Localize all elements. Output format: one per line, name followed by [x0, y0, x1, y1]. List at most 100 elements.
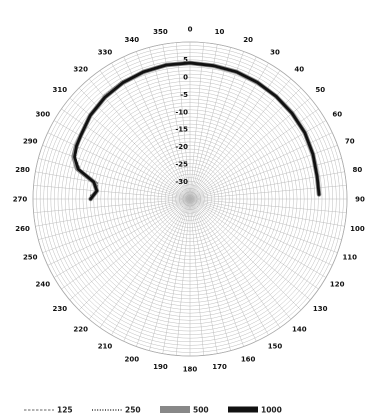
- grid-spoke: [61, 198, 191, 290]
- angle-label: 210: [98, 343, 113, 351]
- angle-label: 40: [294, 65, 304, 73]
- angle-label: 270: [13, 196, 28, 204]
- grid-spoke: [189, 62, 269, 200]
- grid-spoke: [42, 198, 191, 253]
- angle-label: 290: [23, 137, 38, 145]
- angle-label: 220: [73, 326, 88, 334]
- grid-spoke: [189, 198, 311, 301]
- grid-spoke: [99, 198, 191, 328]
- grid-spoke: [123, 56, 191, 200]
- grid-spoke: [189, 198, 345, 227]
- grid-spoke: [33, 185, 191, 200]
- angle-label: 180: [183, 366, 198, 374]
- polar-grid: [32, 41, 348, 357]
- radial-tick-labels: 5 0 -5 -10 -15 -20 -25 -30: [175, 56, 188, 186]
- grid-spoke: [111, 198, 191, 336]
- grid-spoke: [35, 171, 191, 200]
- grid-spoke: [88, 198, 191, 320]
- grid-spoke: [47, 132, 191, 200]
- grid-spoke: [189, 198, 302, 311]
- angle-label: 250: [23, 254, 38, 262]
- grid-spoke: [78, 198, 191, 311]
- grid-spoke: [189, 47, 231, 200]
- angle-label: 260: [15, 225, 30, 233]
- grid-spoke: [149, 47, 191, 200]
- grid-spoke: [189, 198, 327, 278]
- grid-spoke: [189, 97, 311, 200]
- angle-label: 340: [125, 36, 140, 44]
- radial-tick-label: -25: [175, 161, 188, 169]
- grid-spoke: [189, 87, 302, 200]
- grid-spoke: [189, 70, 281, 200]
- grid-spoke: [123, 198, 191, 342]
- legend-swatch-1000: [228, 406, 258, 413]
- angle-label: 100: [350, 225, 365, 233]
- grid-spoke: [69, 198, 191, 301]
- grid-spoke: [189, 42, 204, 200]
- grid-spoke: [189, 198, 269, 336]
- angle-label: 300: [35, 111, 50, 119]
- grid-spoke: [189, 198, 292, 320]
- angle-label: 280: [15, 166, 30, 174]
- grid-spoke: [61, 108, 191, 200]
- grid-spoke: [111, 62, 191, 200]
- grid-spoke: [189, 198, 204, 356]
- grid-spoke: [189, 198, 231, 351]
- grid-spoke: [176, 198, 191, 356]
- grid-spoke: [189, 78, 292, 200]
- grid-spoke: [189, 198, 319, 290]
- radial-tick-label: -15: [175, 126, 188, 134]
- angle-labels: 0 102030405060708090100110120130140150160…: [13, 26, 365, 374]
- angle-label: 140: [292, 326, 307, 334]
- grid-spoke: [53, 120, 191, 200]
- grid-spoke: [189, 198, 257, 342]
- grid-spoke: [136, 198, 191, 347]
- grid-spoke: [47, 198, 191, 266]
- angle-label: 110: [342, 254, 357, 262]
- angle-label: 330: [98, 48, 113, 56]
- angle-label: 230: [52, 305, 67, 313]
- angle-label: 170: [212, 363, 227, 371]
- angle-label: 200: [125, 355, 140, 363]
- grid-spoke: [42, 145, 191, 200]
- angle-label: 150: [268, 343, 283, 351]
- radial-tick-label: 5: [183, 56, 188, 64]
- grid-spoke: [38, 158, 191, 200]
- radial-tick-label: 0: [183, 73, 188, 81]
- legend-label-125: 125: [57, 406, 73, 415]
- angle-label: 70: [345, 137, 355, 145]
- angle-label: 310: [52, 86, 67, 94]
- angle-label: 20: [243, 36, 253, 44]
- grid-spoke: [162, 198, 191, 354]
- radial-tick-label: -20: [175, 143, 188, 151]
- grid-spoke: [189, 198, 342, 240]
- series-line-1000: [73, 61, 321, 201]
- angle-label: 90: [355, 196, 365, 204]
- grid-spoke: [189, 198, 281, 328]
- grid-spoke: [149, 198, 191, 351]
- legend-label-500: 500: [193, 406, 209, 415]
- grid-spoke: [189, 198, 218, 354]
- angle-label: 50: [315, 86, 325, 94]
- angle-label: 320: [73, 65, 88, 73]
- angle-label: 0: [188, 26, 193, 34]
- legend-label-250: 250: [125, 406, 141, 415]
- radial-tick-label: -30: [175, 178, 188, 186]
- angle-label: 240: [35, 281, 50, 289]
- grid-spoke: [189, 51, 244, 200]
- angle-label: 130: [313, 305, 328, 313]
- grid-spoke: [189, 44, 218, 200]
- grid-spoke: [176, 42, 191, 200]
- legend-swatch-500: [160, 406, 190, 413]
- angle-label: 60: [332, 111, 342, 119]
- grid-spoke: [189, 56, 257, 200]
- grid-spoke: [189, 198, 333, 266]
- angle-label: 160: [241, 355, 256, 363]
- legend: 125 250 500 1000: [24, 406, 282, 415]
- angle-label: 350: [153, 28, 168, 36]
- angle-label: 10: [215, 28, 225, 36]
- grid-spoke: [38, 198, 191, 240]
- grid-spoke: [136, 51, 191, 200]
- legend-label-1000: 1000: [261, 406, 282, 415]
